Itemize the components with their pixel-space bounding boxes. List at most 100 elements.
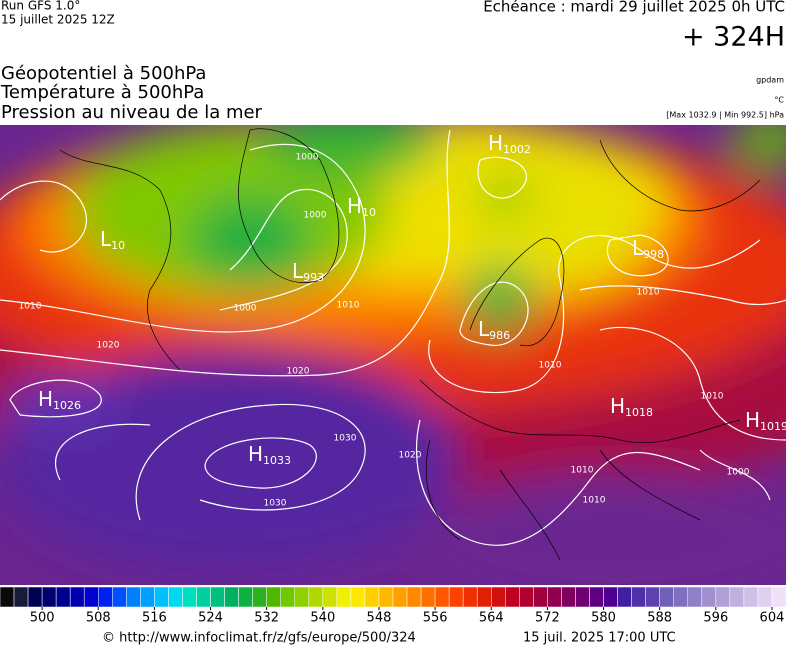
- colorbar-swatch: [41, 586, 57, 608]
- colorbar-swatch: [645, 586, 660, 608]
- colorbar-swatch: [687, 586, 703, 608]
- center-value: 1026: [53, 399, 81, 412]
- center-value: 993: [303, 271, 324, 284]
- colorbar-swatch: [126, 586, 141, 608]
- colorbar-tick-label: 580: [591, 611, 616, 626]
- center-letter: H: [745, 408, 760, 432]
- run-label: Run GFS 1.0°: [1, 0, 80, 13]
- isobar-label: 1030: [334, 434, 357, 444]
- colorbar-swatch: [27, 586, 43, 608]
- colorbar-swatch: [575, 586, 590, 608]
- colorbar-tick-label: 556: [423, 611, 448, 626]
- colorbar-swatch: [0, 586, 15, 608]
- center-letter: H: [38, 387, 53, 411]
- colorbar-swatch: [519, 586, 534, 608]
- colorbar-swatch: [617, 586, 632, 608]
- isobar-label: 1000: [304, 211, 327, 221]
- isobar-label: 1000: [296, 153, 319, 163]
- pressure-center: H1026: [38, 387, 81, 413]
- colorbar-swatch: [266, 586, 281, 608]
- colorbar-tick-label: 548: [367, 611, 392, 626]
- colorbar-swatch: [589, 586, 604, 608]
- colorbar-swatch: [98, 586, 113, 608]
- center-letter: L: [100, 227, 112, 251]
- colorbar-swatch: [83, 586, 99, 608]
- center-letter: L: [632, 236, 644, 260]
- isobar-label: 1010: [337, 301, 360, 311]
- colorbar-swatch: [561, 586, 576, 608]
- center-value: 998: [643, 248, 664, 261]
- colorbar-swatch: [210, 586, 225, 608]
- center-value: 1019: [760, 420, 786, 433]
- colorbar-swatch: [252, 586, 267, 608]
- colorbar-tick-label: 604: [760, 611, 785, 626]
- extremes: [Max 1032.9 | Min 992.5] hPa: [666, 111, 784, 120]
- pressure-center: L998: [632, 236, 664, 262]
- center-value: 10: [362, 206, 376, 219]
- isobar-label: 1000: [727, 468, 750, 478]
- colorbar-swatch: [196, 586, 211, 608]
- colorbar-swatch: [743, 586, 759, 608]
- isobars: [0, 129, 786, 546]
- center-letter: H: [347, 194, 362, 218]
- colorbar-swatch: [420, 586, 436, 608]
- isobar-label: 1020: [399, 451, 422, 461]
- colorbar-swatch: [434, 586, 450, 608]
- pressure-center: H1033: [248, 442, 291, 468]
- colorbar-swatch: [673, 586, 689, 608]
- colorbar-swatch: [533, 586, 548, 608]
- pressure-center: L986: [478, 317, 510, 343]
- isobar-label: 1010: [701, 392, 724, 402]
- isobar-label: 1030: [264, 499, 287, 509]
- colorbar-tick-label: 532: [254, 611, 279, 626]
- colorbar-swatch: [140, 586, 155, 608]
- pressure-center: H1002: [488, 131, 531, 157]
- source-credit: © http://www.infoclimat.fr/z/gfs/europe/…: [102, 631, 416, 646]
- center-letter: L: [292, 259, 304, 283]
- pressure-center: H1019: [745, 408, 786, 434]
- center-letter: H: [488, 131, 503, 155]
- isobar-label: 1010: [539, 361, 562, 371]
- field-name: Pression au niveau de la mer: [1, 102, 263, 123]
- colorbar-tick-label: 540: [310, 611, 335, 626]
- colorbar-swatch: [294, 586, 310, 608]
- isobar-label: 1010: [19, 302, 42, 312]
- colorbar-swatch: [280, 586, 296, 608]
- center-letter: H: [248, 442, 263, 466]
- colorbar-tick-label: 572: [535, 611, 560, 626]
- center-value: 10: [111, 239, 125, 252]
- colorbar-swatch: [378, 586, 394, 608]
- colorbar-swatch: [168, 586, 183, 608]
- colorbar-swatch: [406, 586, 422, 608]
- forecast-time: Echéance : mardi 29 juillet 2025 0h UTC: [483, 0, 785, 16]
- pressure-center: H1018: [610, 394, 653, 420]
- colorbar-swatch: [364, 586, 380, 608]
- colorbar-swatch: [69, 586, 85, 608]
- isobar-label: 1010: [571, 466, 594, 476]
- colorbar-swatch: [729, 586, 745, 608]
- colorbar-tick-label: 564: [479, 611, 504, 626]
- colorbar-swatch: [757, 586, 773, 608]
- colorbar-swatch: [701, 586, 717, 608]
- center-value: 1018: [625, 406, 653, 419]
- colorbar-tick-label: 516: [142, 611, 167, 626]
- colorbar-swatch: [112, 586, 127, 608]
- center-value: 986: [489, 329, 510, 342]
- colorbar-swatch: [631, 586, 646, 608]
- colorbar: 500 508 516 524 532 540 548 556 564 572 580 588 596 6…: [0, 586, 786, 626]
- pressure-center: L10: [100, 227, 125, 253]
- colorbar-swatch: [238, 586, 253, 608]
- isobar-label: 1010: [637, 288, 660, 298]
- colorbar-swatch: [224, 586, 239, 608]
- colorbar-swatch: [350, 586, 366, 608]
- pressure-center: L993: [292, 259, 324, 285]
- isobar-label: 1020: [287, 367, 310, 377]
- isobar-label: 1010: [583, 496, 606, 506]
- unit: gpdam: [756, 76, 784, 85]
- colorbar-swatch: [659, 586, 674, 608]
- colorbar-swatch: [336, 586, 352, 608]
